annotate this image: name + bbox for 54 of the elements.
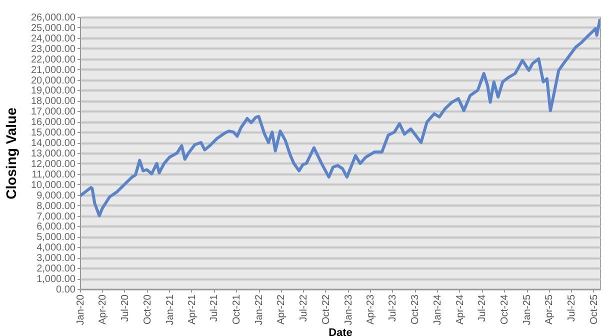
y-tick-label: 2,000.00 (36, 264, 76, 275)
y-tick-label: 20,000.00 (31, 75, 76, 86)
y-tick-label: 9,000.00 (36, 190, 76, 202)
y-tick-label: 8,000.00 (36, 200, 76, 212)
x-tick-label: Apr-20 (98, 294, 109, 325)
x-tick-label: Apr-24 (454, 294, 466, 325)
x-tick-label: Jul-21 (209, 294, 220, 322)
y-tick-label: 4,000.00 (36, 242, 76, 254)
x-tick-label: Apr-22 (276, 294, 288, 325)
x-tick-label: Oct-25 (588, 294, 600, 325)
y-axis-title: Closing Value (3, 107, 20, 200)
y-tick-label: 5,000.00 (36, 232, 76, 244)
x-tick-label: Oct-20 (142, 294, 154, 325)
y-tick-label: 17,000.00 (31, 106, 76, 118)
x-tick-label: Jul-20 (120, 294, 131, 322)
y-tick-label: 11,000.00 (32, 169, 76, 180)
y-tick-label: 12,000.00 (31, 158, 76, 170)
y-tick-label: 6,000.00 (36, 222, 76, 233)
y-tick-label: 16,000.00 (31, 117, 76, 128)
x-tick-label: Jan-21 (164, 294, 176, 326)
x-tick-label: Apr-21 (186, 294, 198, 325)
x-axis-title: Date (328, 327, 352, 336)
y-tick-label: 15,000.00 (31, 128, 76, 139)
y-tick-label: 3,000.00 (36, 253, 76, 264)
x-tick-label: Jan-23 (343, 294, 354, 326)
y-tick-label: 13,000.00 (31, 148, 76, 160)
y-tick-label: 25,000.00 (31, 22, 76, 34)
x-tick-label: Apr-23 (365, 294, 376, 325)
y-tick-label: 10,000.00 (31, 180, 76, 191)
y-tick-label: 21,000.00 (31, 64, 76, 76)
y-tick-label: 7,000.00 (36, 211, 76, 222)
x-tick-label: Jul-22 (298, 294, 310, 322)
line-series (80, 18, 600, 218)
x-tick-label: Jul-25 (566, 294, 578, 322)
x-tick-label: Jan-22 (254, 294, 266, 326)
x-tick-label: Oct-22 (320, 294, 332, 325)
x-tick-label: Jul-24 (477, 294, 488, 322)
y-tick-label: 19,000.00 (31, 86, 76, 97)
x-tick-label: Jan-25 (522, 294, 534, 326)
x-tick-label: Jul-23 (388, 294, 399, 322)
y-tick-label: 14,000.00 (31, 138, 76, 150)
x-tick-label: Oct-23 (410, 294, 422, 325)
x-tick-label: Jan-20 (76, 294, 86, 326)
y-tick-label: 0.00 (56, 284, 76, 296)
x-tick-label: Apr-25 (544, 294, 556, 325)
y-tick-label: 18,000.00 (31, 96, 76, 108)
y-tick-label: 1,000.00 (36, 274, 76, 286)
x-tick-label: Oct-21 (232, 294, 243, 325)
x-tick-label: Oct-24 (500, 294, 511, 325)
y-tick-label: 22,000.00 (31, 54, 76, 66)
x-tick-label: Jan-24 (432, 294, 444, 326)
y-tick-label: 23,000.00 (31, 44, 76, 55)
y-tick-label: 26,000.00 (31, 12, 76, 24)
y-tick-label: 24,000.00 (31, 33, 76, 44)
